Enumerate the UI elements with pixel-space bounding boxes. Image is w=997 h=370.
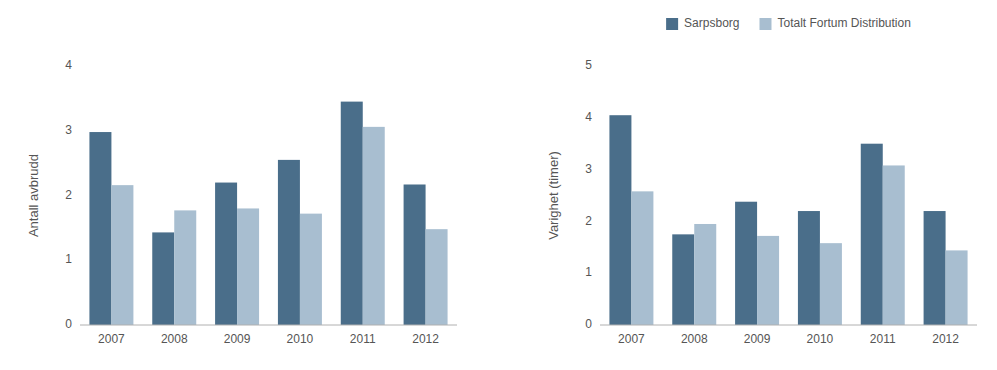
- x-tick-label: 2007: [618, 332, 645, 346]
- y-tick-label: 3: [585, 162, 592, 176]
- x-tick-label: 2010: [287, 332, 314, 346]
- y-tick-label: 4: [65, 58, 72, 72]
- legend-label: Totalt Fortum Distribution: [777, 16, 910, 30]
- bar: Sarpsborg: 2.38: [735, 202, 757, 325]
- bar: Totalt Fortum Distribution: 3.06: [363, 127, 385, 325]
- bar: Totalt Fortum Distribution: 2.58: [631, 191, 653, 325]
- x-tick-label: 2009: [224, 332, 251, 346]
- bar: Sarpsborg: 2.2: [215, 183, 237, 325]
- bar: Sarpsborg: 3.5: [861, 144, 883, 325]
- bar: Totalt Fortum Distribution: 1.77: [174, 210, 196, 325]
- x-tick-label: 2012: [932, 332, 959, 346]
- bar: Sarpsborg: 1.75: [672, 234, 694, 325]
- legend-label: Sarpsborg: [684, 16, 739, 30]
- bar: Sarpsborg: 4.05: [609, 115, 631, 325]
- y-tick-label: 3: [65, 123, 72, 137]
- legend: Sarpsborg Totalt Fortum Distribution: [666, 16, 911, 30]
- bar: Totalt Fortum Distribution: 1.8: [237, 208, 259, 325]
- chart-container: 01234Antall avbruddSarpsborg: 2.98Sarpsb…: [0, 0, 997, 370]
- bar: Totalt Fortum Distribution: 2.16: [111, 185, 133, 325]
- x-tick-label: 2010: [807, 332, 834, 346]
- bar: Sarpsborg: 2.55: [278, 160, 300, 325]
- bar: Sarpsborg: 1.43: [152, 232, 174, 325]
- x-axis-line: [80, 325, 457, 326]
- x-tick-label: 2008: [681, 332, 708, 346]
- bar: Sarpsborg: 2.2: [798, 211, 820, 325]
- bar: Totalt Fortum Distribution: 1.95: [694, 224, 716, 325]
- bar: Sarpsborg: 3.45: [341, 102, 363, 325]
- bar: Totalt Fortum Distribution: 1.72: [757, 236, 779, 325]
- bars: Sarpsborg: 4.05 Sarpsborg: 1.75 Sarpsborg:…: [609, 115, 967, 325]
- y-tick-label: 0: [65, 317, 72, 331]
- bars: Sarpsborg: 2.98 Sarpsborg: 1.43 Sarpsborg:…: [89, 102, 447, 325]
- legend-swatch: [759, 18, 771, 30]
- y-tick-label: 2: [65, 188, 72, 202]
- bar: Sarpsborg: 2.98: [89, 132, 111, 325]
- bar: Sarpsborg: 2.2: [924, 211, 946, 325]
- y-axis-label: Varighet (timer): [546, 151, 561, 240]
- y-tick-label: 1: [65, 252, 72, 266]
- x-tick-label: 2011: [870, 332, 896, 346]
- y-tick-label: 0: [585, 317, 592, 331]
- legend-swatch: [666, 18, 678, 30]
- y-tick-label: 1: [585, 265, 592, 279]
- x-tick-label: 2011: [350, 332, 376, 346]
- plot: 012345Varighet (timer)Sarpsborg: 4.05Sar…: [546, 58, 977, 346]
- y-axis-label: Antall avbrudd: [26, 154, 41, 237]
- x-tick-label: 2012: [412, 332, 439, 346]
- plot: 01234Antall avbruddSarpsborg: 2.98Sarpsb…: [26, 58, 457, 346]
- bar: Totalt Fortum Distribution: 1.44: [946, 250, 968, 325]
- bar: Sarpsborg: 2.17: [404, 184, 426, 325]
- x-tick-label: 2007: [98, 332, 125, 346]
- bar: Totalt Fortum Distribution: 1.48: [426, 229, 448, 325]
- chart-svg: 01234Antall avbruddSarpsborg: 2.98Sarpsb…: [0, 0, 997, 370]
- x-axis-line: [600, 325, 977, 326]
- y-tick-label: 5: [585, 58, 592, 72]
- y-tick-label: 2: [585, 214, 592, 228]
- x-tick-label: 2008: [161, 332, 188, 346]
- bar: Totalt Fortum Distribution: 3.08: [883, 165, 905, 325]
- x-tick-label: 2009: [744, 332, 771, 346]
- y-tick-label: 4: [585, 110, 592, 124]
- bar: Totalt Fortum Distribution: 1.58: [820, 243, 842, 325]
- bar: Totalt Fortum Distribution: 1.72: [300, 214, 322, 325]
